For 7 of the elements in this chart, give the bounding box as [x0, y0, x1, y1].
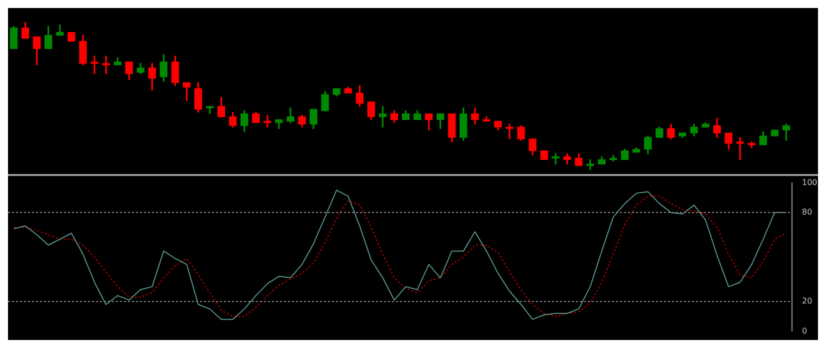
candlestick — [506, 124, 514, 140]
candlestick — [102, 56, 110, 74]
y-tick-label: 100 — [802, 178, 818, 187]
candlestick — [90, 56, 98, 74]
y-tick-label: 20 — [802, 296, 812, 306]
y-tick-label: 80 — [802, 208, 812, 217]
y-tick-label: 0 — [802, 326, 808, 336]
